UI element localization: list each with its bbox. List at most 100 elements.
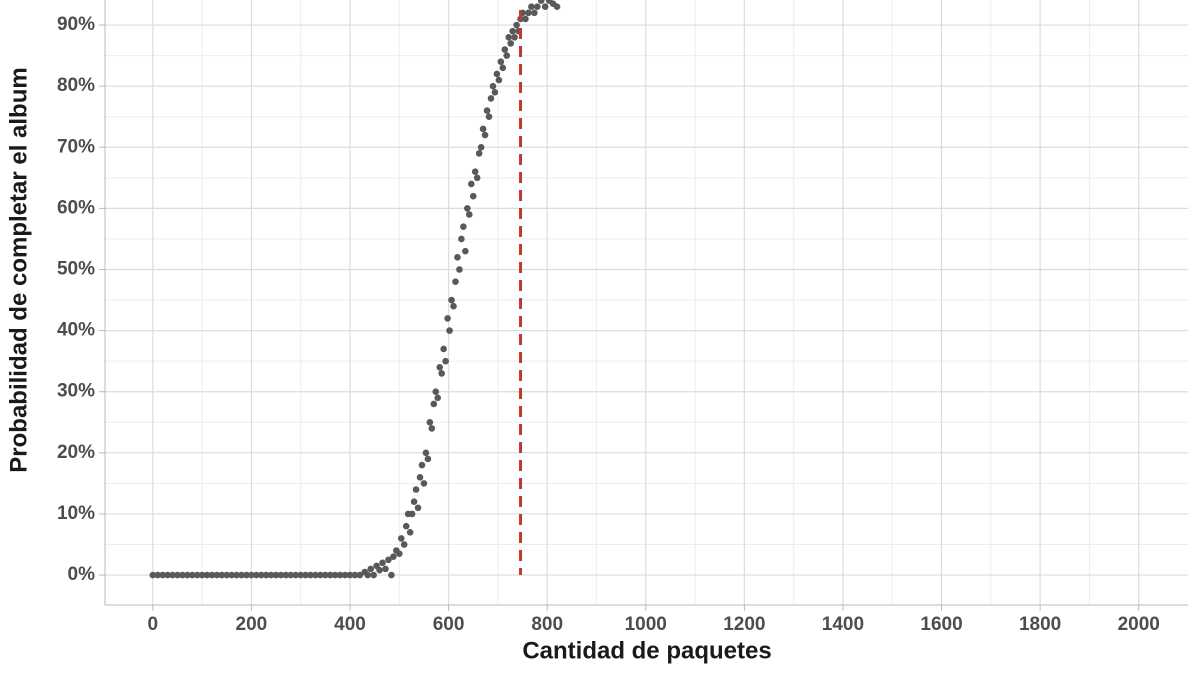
point [292, 571, 300, 579]
y-tick-label: 40% [57, 320, 95, 341]
point [307, 571, 314, 579]
point [395, 550, 403, 557]
x-tick-label: 400 [334, 614, 366, 635]
grid [105, 0, 1188, 605]
point [370, 571, 377, 579]
point [174, 571, 181, 579]
point [336, 571, 344, 579]
point [507, 40, 514, 47]
y-tick-label: 70% [57, 136, 95, 157]
point [282, 571, 290, 579]
point [287, 571, 295, 579]
point [456, 266, 463, 273]
point [430, 400, 438, 408]
point [149, 571, 157, 579]
point [188, 571, 196, 579]
y-tick-label: 30% [57, 381, 95, 402]
point [499, 64, 507, 72]
point [406, 528, 414, 536]
point [491, 88, 499, 96]
point [458, 235, 465, 243]
point [473, 174, 481, 182]
point [243, 571, 250, 579]
point [434, 394, 442, 402]
point [462, 247, 469, 255]
x-tick-label: 600 [433, 614, 465, 635]
point [497, 58, 505, 66]
point [169, 571, 176, 579]
point [410, 498, 418, 506]
point [248, 571, 255, 579]
point [418, 461, 426, 469]
point [397, 535, 405, 542]
point [193, 571, 201, 579]
point [528, 3, 535, 11]
y-tick-label: 90% [57, 14, 95, 35]
point [448, 296, 455, 304]
x-axis-title: Cantidad de paquetes [522, 637, 771, 664]
point [184, 571, 191, 579]
point [390, 553, 397, 561]
point [469, 192, 477, 200]
point [483, 107, 491, 114]
point [460, 223, 467, 231]
y-axis-title: Probabilidad de completar el album [5, 67, 32, 472]
point [302, 571, 309, 579]
point [436, 363, 444, 371]
point [385, 556, 392, 564]
point [198, 571, 206, 579]
point [513, 21, 520, 29]
point [213, 571, 221, 579]
point [426, 418, 434, 426]
x-tick-label: 0 [148, 614, 159, 635]
x-tick-label: 800 [531, 614, 563, 635]
point [509, 27, 516, 35]
point [424, 455, 432, 463]
point [414, 504, 422, 512]
point [454, 253, 461, 261]
point [331, 571, 339, 579]
point [402, 522, 410, 530]
point [238, 571, 245, 579]
point [553, 3, 561, 11]
point [428, 425, 436, 432]
plot-area [149, 0, 561, 579]
point [464, 205, 471, 212]
point [446, 327, 453, 334]
y-tick-label: 50% [57, 259, 95, 280]
y-tick-label: 60% [57, 197, 95, 218]
point [154, 571, 162, 579]
point [452, 278, 459, 286]
x-tick-label: 1000 [625, 614, 667, 635]
point [537, 0, 545, 4]
y-tick-label: 80% [57, 75, 95, 96]
point [475, 150, 483, 157]
point [267, 571, 275, 579]
point [228, 571, 235, 579]
point [277, 571, 285, 579]
point [262, 571, 270, 579]
x-tick-label: 2000 [1118, 614, 1160, 635]
point [422, 449, 430, 457]
point [416, 473, 424, 481]
point [341, 571, 349, 579]
point [164, 571, 171, 579]
point [379, 559, 386, 567]
point [312, 571, 319, 579]
point [218, 571, 226, 579]
point [485, 113, 493, 121]
point [479, 125, 487, 133]
point [438, 370, 445, 377]
point [444, 315, 451, 322]
point [531, 9, 538, 17]
point [208, 571, 216, 579]
point [442, 357, 449, 365]
point [351, 571, 359, 579]
point [257, 571, 265, 579]
point [481, 131, 489, 139]
point [477, 143, 485, 151]
point [326, 571, 334, 579]
point [400, 541, 408, 548]
point [534, 3, 541, 11]
point [503, 52, 511, 59]
